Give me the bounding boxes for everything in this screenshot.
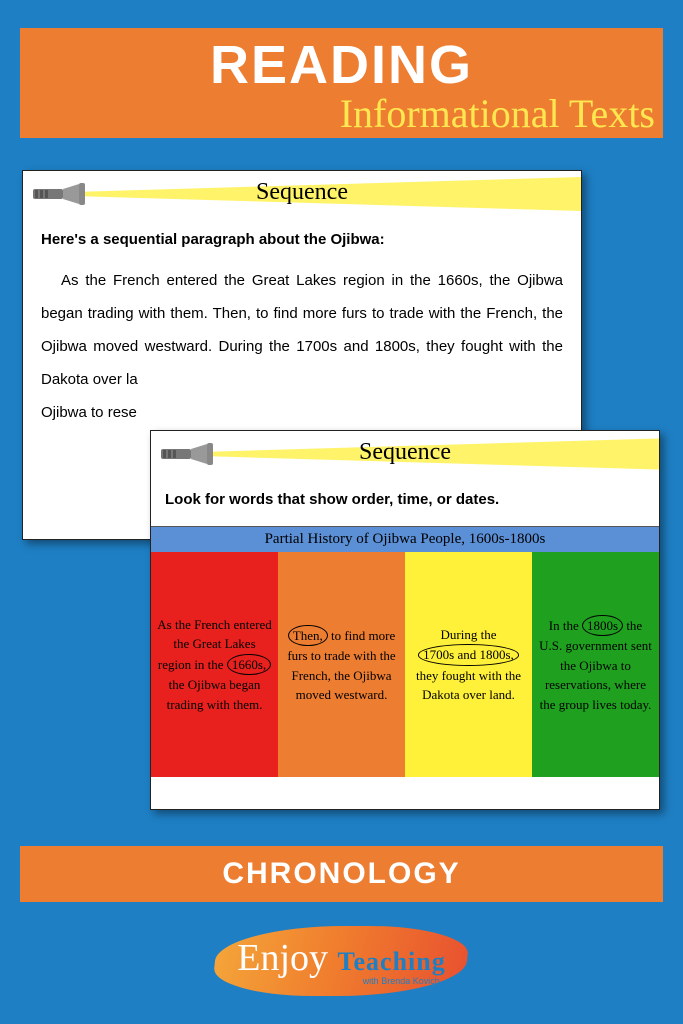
sequence-title: Sequence — [23, 179, 581, 206]
cell3-circled: 1700s and 1800s, — [418, 644, 519, 666]
sequence-title-2: Sequence — [151, 439, 659, 466]
timeline-cell-2: Then, to find more furs to trade with th… — [278, 552, 405, 777]
logo-byline: with Brenda Kovich — [237, 976, 445, 986]
cell3-pre: During the — [441, 627, 497, 642]
sequence-header-2: Sequence — [151, 431, 659, 477]
cell2-circled: Then, — [288, 625, 328, 647]
cell1-post: the Ojibwa began trading with them. — [167, 677, 263, 712]
card1-lead: Here's a sequential paragraph about the … — [41, 231, 563, 248]
cell3-post: they fought with the Dakota over land. — [416, 668, 521, 703]
timeline-cell-3: During the 1700s and 1800s, they fought … — [405, 552, 532, 777]
logo-serif: Teaching — [338, 947, 446, 976]
brand-logo: Enjoy Teaching with Brenda Kovich — [0, 926, 683, 996]
timeline-cell-4: In the 1800s the U.S. government sent th… — [532, 552, 659, 777]
card1-body: Here's a sequential paragraph about the … — [23, 217, 581, 443]
footer-band: CHRONOLOGY — [20, 846, 663, 902]
card2-subheader: Partial History of Ojibwa People, 1600s-… — [151, 526, 659, 552]
sequence-card-grid: Sequence Look for words that show order,… — [150, 430, 660, 810]
footer-label: CHRONOLOGY — [222, 857, 460, 890]
cell4-circled: 1800s — [582, 615, 623, 637]
cell1-circled: 1660s, — [227, 654, 271, 676]
sequence-header: Sequence — [23, 171, 581, 217]
logo-script: Enjoy — [237, 937, 328, 979]
cell4-pre: In the — [549, 618, 582, 633]
header-subtitle: Informational Texts — [340, 90, 655, 137]
card2-lead: Look for words that show order, time, or… — [165, 491, 645, 508]
timeline-grid: As the French entered the Great Lakes re… — [151, 552, 659, 777]
timeline-cell-1: As the French entered the Great Lakes re… — [151, 552, 278, 777]
card1-paragraph: As the French entered the Great Lakes re… — [41, 264, 563, 396]
card1-paragraph-cut: Ojibwa to rese — [41, 396, 563, 429]
header-title: READING — [20, 34, 663, 96]
